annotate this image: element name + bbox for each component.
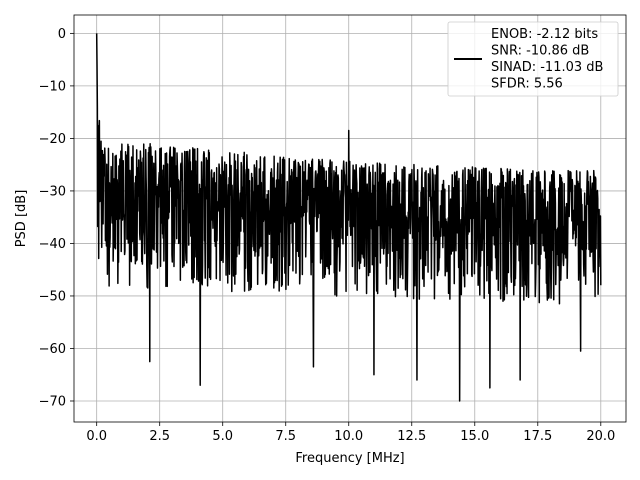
- x-tick-label: 15.0: [460, 429, 489, 444]
- x-tick-label: 12.5: [397, 429, 426, 444]
- psd-series-line: [95, 33, 602, 402]
- legend-box: [447, 21, 619, 97]
- y-tick-label: −40: [39, 237, 66, 252]
- x-tick-label: 2.5: [149, 429, 170, 444]
- y-tick-label: −20: [39, 132, 66, 147]
- legend-entry-enob: ENOB: -2.12 bits: [491, 27, 598, 42]
- legend-entry-sinad: SINAD: -11.03 dB: [491, 60, 603, 75]
- x-axis-ticks: 0.0 2.5 5.0 7.5 10.0 12.5 15.0 17.5 20.0: [86, 422, 615, 444]
- x-tick-label: 17.5: [523, 429, 552, 444]
- y-tick-label: −50: [39, 289, 66, 304]
- y-tick-label: −60: [39, 342, 66, 357]
- x-tick-label: 10.0: [334, 429, 363, 444]
- legend: ENOB: -2.12 bits SNR: -10.86 dB SINAD: -…: [447, 21, 619, 97]
- y-tick-label: 0: [58, 27, 66, 42]
- plot-area: [95, 33, 602, 402]
- legend-entry-sfdr: SFDR: 5.56: [491, 77, 563, 92]
- x-tick-label: 7.5: [275, 429, 296, 444]
- y-axis-label: PSD [dB]: [14, 190, 29, 248]
- y-tick-label: −10: [39, 79, 66, 94]
- y-axis-ticks: 0 −10 −20 −30 −40 −50 −60 −70: [39, 27, 74, 409]
- legend-entry-snr: SNR: -10.86 dB: [491, 44, 589, 59]
- x-tick-label: 20.0: [586, 429, 615, 444]
- axes-frame: [73, 14, 627, 423]
- x-tick-label: 5.0: [212, 429, 233, 444]
- x-tick-label: 0.0: [86, 429, 107, 444]
- x-axis-label: Frequency [MHz]: [295, 451, 404, 466]
- y-tick-label: −70: [39, 394, 66, 409]
- y-tick-label: −30: [39, 184, 66, 199]
